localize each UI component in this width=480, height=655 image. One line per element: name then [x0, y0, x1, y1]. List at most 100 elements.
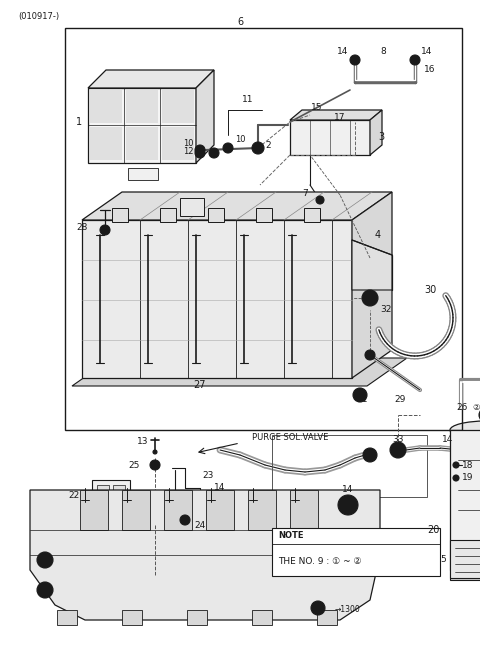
Bar [206, 490, 234, 530]
Circle shape [350, 55, 360, 65]
Bar [290, 120, 370, 155]
Circle shape [367, 451, 373, 458]
Text: 14: 14 [342, 485, 354, 495]
Polygon shape [450, 570, 480, 580]
Circle shape [183, 519, 187, 521]
Bar [128, 168, 158, 180]
Bar [57, 610, 77, 625]
Text: 23: 23 [202, 470, 214, 479]
Text: 14: 14 [337, 48, 348, 56]
Bar [113, 485, 125, 495]
Text: (010917-): (010917-) [18, 12, 59, 21]
Circle shape [153, 450, 157, 454]
Text: 11: 11 [242, 96, 254, 105]
Bar [317, 610, 337, 625]
Text: 6: 6 [237, 17, 243, 27]
Circle shape [150, 460, 160, 470]
Text: 15: 15 [311, 102, 323, 111]
Circle shape [453, 475, 459, 481]
Text: 33: 33 [392, 436, 404, 445]
Circle shape [252, 142, 264, 154]
Text: ②: ② [472, 403, 480, 413]
Circle shape [363, 448, 377, 462]
Circle shape [180, 515, 190, 525]
Text: NOTE: NOTE [278, 531, 303, 540]
Circle shape [479, 408, 480, 422]
Circle shape [37, 582, 53, 598]
Bar [90, 127, 122, 160]
Circle shape [394, 446, 402, 454]
Bar [208, 208, 224, 222]
Circle shape [390, 442, 406, 458]
Text: 7: 7 [302, 189, 308, 198]
Bar [97, 485, 109, 495]
Bar [65, 28, 462, 430]
Text: 28: 28 [77, 223, 88, 233]
Bar [180, 198, 204, 216]
Text: ①: ① [344, 500, 352, 510]
Text: 8: 8 [380, 48, 386, 56]
Bar [272, 435, 427, 497]
Text: 18: 18 [462, 460, 473, 470]
Bar [126, 90, 158, 123]
Text: 27: 27 [194, 380, 206, 390]
Polygon shape [370, 110, 382, 155]
Circle shape [353, 388, 367, 402]
Text: 30: 30 [424, 285, 436, 295]
Bar [162, 90, 194, 123]
Polygon shape [30, 490, 380, 620]
Bar [272, 528, 440, 576]
Text: 26: 26 [456, 403, 468, 413]
Text: 29: 29 [394, 396, 406, 405]
Text: 17: 17 [334, 113, 346, 122]
Polygon shape [88, 70, 214, 88]
Bar [450, 540, 480, 578]
Bar [122, 610, 142, 625]
Text: 13: 13 [136, 438, 148, 447]
Text: 24: 24 [194, 521, 205, 529]
Circle shape [365, 350, 375, 360]
Text: 14: 14 [214, 483, 226, 493]
Bar [450, 430, 480, 570]
Text: 22: 22 [69, 491, 80, 500]
Bar [187, 610, 207, 625]
Circle shape [195, 145, 205, 155]
Circle shape [195, 148, 205, 158]
Text: 14: 14 [442, 436, 454, 445]
Text: 12: 12 [183, 147, 194, 157]
Circle shape [316, 196, 324, 204]
Circle shape [366, 294, 374, 302]
Circle shape [410, 55, 420, 65]
Polygon shape [352, 240, 392, 290]
Text: PURGE SOL.VALVE: PURGE SOL.VALVE [252, 434, 328, 443]
Text: 3: 3 [378, 132, 384, 142]
Text: →1300: →1300 [335, 605, 361, 614]
Circle shape [209, 148, 219, 158]
Text: THE NO. 9 : ① ~ ②: THE NO. 9 : ① ~ ② [278, 557, 361, 567]
Bar [256, 208, 272, 222]
Circle shape [311, 601, 325, 615]
Bar [162, 127, 194, 160]
Bar [248, 490, 276, 530]
Text: 14: 14 [421, 48, 432, 56]
Polygon shape [82, 192, 392, 220]
Bar [80, 490, 108, 530]
Text: 10: 10 [235, 136, 245, 145]
Bar [88, 88, 196, 163]
Circle shape [100, 225, 110, 235]
Bar [160, 208, 176, 222]
Circle shape [338, 495, 358, 515]
Text: 20: 20 [428, 525, 440, 535]
Text: 32: 32 [380, 305, 391, 314]
Text: 1: 1 [76, 117, 82, 127]
Bar [252, 610, 272, 625]
Polygon shape [352, 192, 392, 378]
Circle shape [356, 391, 364, 399]
Bar [92, 480, 130, 510]
Circle shape [154, 464, 156, 466]
Circle shape [362, 290, 378, 306]
Text: 2: 2 [265, 141, 271, 149]
Text: 31: 31 [356, 396, 368, 405]
Bar [112, 208, 128, 222]
Bar [164, 490, 192, 530]
